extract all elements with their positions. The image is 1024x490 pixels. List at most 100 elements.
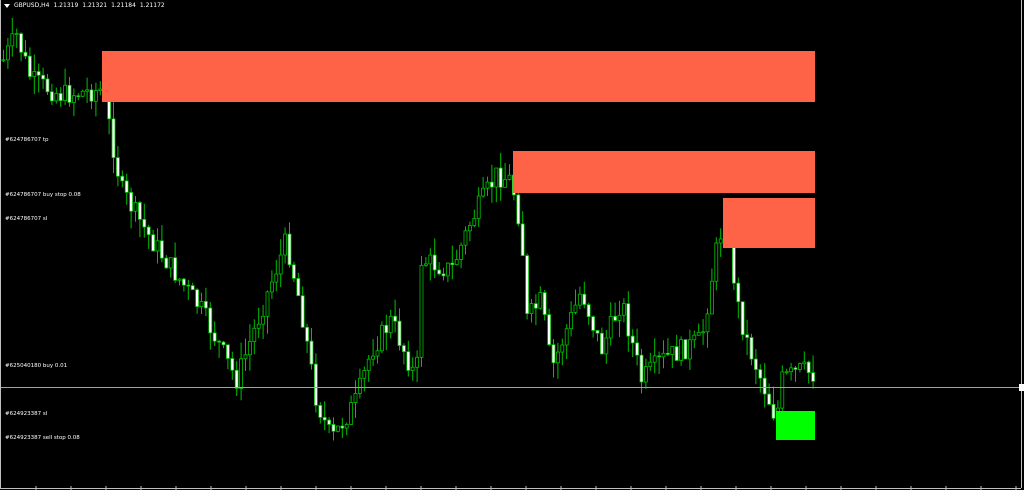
bull-candle [789,367,793,373]
bear-candle [331,424,336,432]
order-label-sl-2[interactable]: #624923387 sl [5,411,48,417]
bull-candle [428,254,433,265]
bear-candle [300,295,305,328]
bear-candle [534,303,538,309]
bear-candle [547,314,551,346]
bear-candle [89,89,94,102]
bear-candle [806,361,811,374]
bull-candle [375,350,380,357]
bear-candle [116,157,120,177]
bear-candle [318,404,323,418]
bear-candle [397,320,402,346]
bull-candle [644,366,648,383]
order-label-tp[interactable]: #624786707 tp [5,137,49,143]
bull-candle [560,344,565,353]
bear-candle [762,377,767,395]
bear-candle [516,194,521,225]
bear-candle [305,326,310,342]
bear-candle [212,332,217,342]
bear-candle [23,51,28,57]
bear-candle [595,330,600,334]
bull-candle [476,195,481,219]
bull-candle [507,174,512,180]
bull-candle [419,264,424,358]
bull-candle [648,361,653,368]
bear-candle [36,71,41,76]
bear-candle [221,341,226,346]
bear-candle [525,255,529,314]
bear-candle [586,304,591,318]
bear-candle [120,175,125,182]
bear-candle [745,334,749,338]
bear-candle [450,262,455,266]
bull-candle [705,313,710,333]
bear-candle [164,257,169,269]
bull-candle [538,292,543,309]
bear-candle [520,223,525,256]
demand-zone[interactable] [776,411,815,440]
bear-candle [190,285,195,291]
bull-candle [168,257,173,269]
bull-candle [177,278,182,281]
bid-price-marker [1019,384,1024,391]
order-label-sl[interactable]: #624786707 sl [5,216,48,222]
bull-candle [784,371,789,374]
bear-candle [41,74,45,80]
bull-candle [423,263,428,266]
bull-candle [98,88,103,92]
order-label-sell-stop[interactable]: #624923387 sell stop 0.08 [5,435,80,441]
bull-candle [494,167,499,188]
bull-candle [679,339,683,361]
bear-candle [498,167,503,188]
bull-candle [269,281,274,293]
supply-zone-3[interactable] [723,198,815,248]
bear-candle [322,416,327,421]
bear-candle [600,332,604,355]
bear-candle [217,340,222,343]
supply-zone-2[interactable] [513,151,815,193]
bear-candle [45,78,50,93]
bear-candle [635,342,639,356]
bear-candle [327,419,332,425]
supply-zone-1[interactable] [102,51,815,102]
bull-candle [54,93,59,102]
bull-candle [133,202,138,212]
bull-candle [529,303,534,314]
bear-candle [291,264,296,279]
bull-candle [463,230,468,246]
order-label-buy[interactable]: #625040180 buy 0.01 [5,363,68,369]
bull-candle [696,332,701,336]
bull-candle [459,244,464,260]
bull-candle [32,71,37,77]
bull-candle [481,187,486,197]
bull-candle [388,315,393,334]
bull-candle [366,358,371,371]
bear-candle [736,282,741,303]
bull-candle [155,240,160,252]
bear-candle [287,233,292,266]
bear-candle [771,403,776,419]
bull-candle [283,233,288,256]
bull-candle [608,315,613,339]
bull-candle [344,424,349,429]
bull-candle [256,323,261,329]
bull-candle [564,328,569,346]
bull-candle [692,334,697,341]
bear-candle [142,218,147,228]
ohlc-open: 1.21319 [53,2,79,9]
bear-candle [613,315,617,321]
dropdown-triangle-icon[interactable] [4,3,10,8]
bull-candle [274,273,279,283]
bull-candle [670,346,675,355]
bull-candle [556,351,560,364]
bull-candle [252,327,257,342]
bear-candle [401,345,406,353]
bull-candle [688,339,692,360]
bull-candle [798,363,802,370]
bull-candle [72,95,76,103]
bull-candle [472,218,477,226]
bear-candle [793,367,798,370]
ohlc-low: 1.21184 [111,2,136,9]
order-label-buy-stop[interactable]: #624786707 buy stop 0.08 [5,192,81,198]
bear-candle [740,301,745,336]
